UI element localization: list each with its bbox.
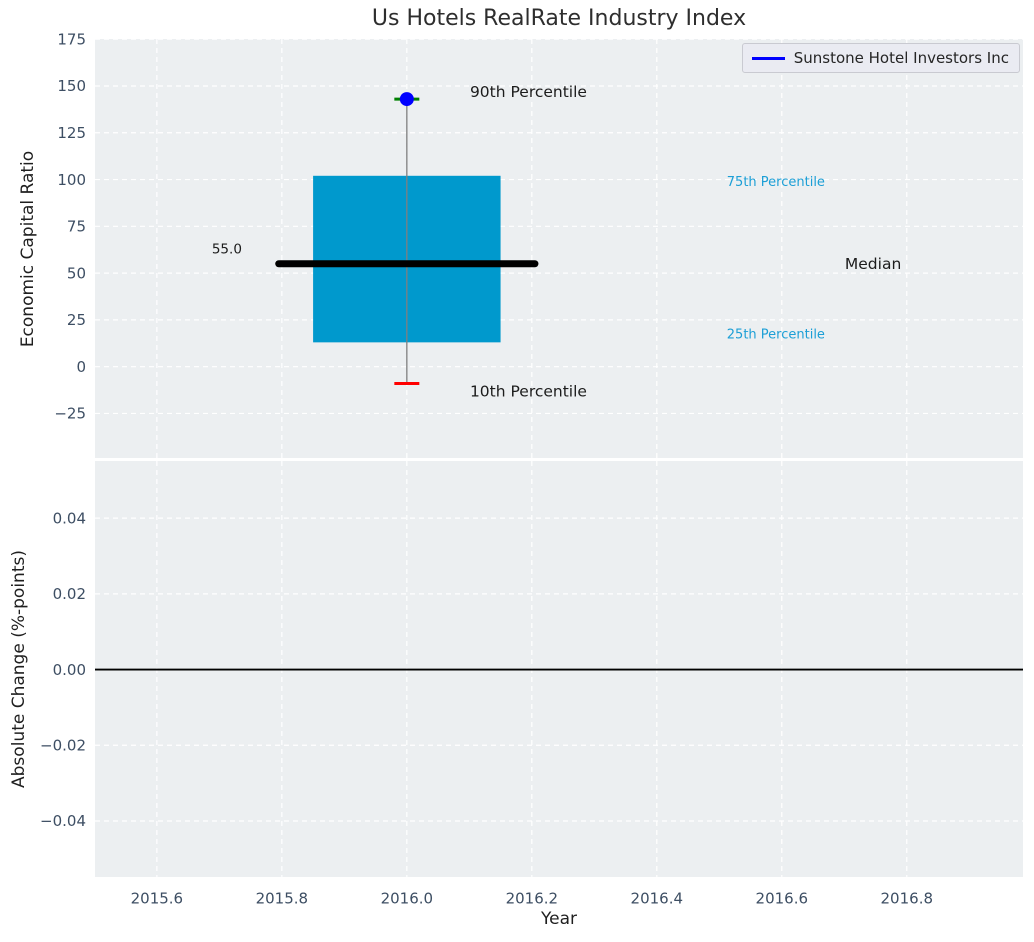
x-tick-label: 2015.6 — [131, 889, 184, 907]
y-tick-label: 0.04 — [53, 509, 86, 527]
company-marker — [399, 92, 414, 107]
legend-label: Sunstone Hotel Investors Inc — [793, 49, 1009, 67]
y-tick-label: 125 — [57, 124, 86, 142]
annotation-p75-label: 75th Percentile — [727, 175, 825, 190]
y-tick-label: 0 — [76, 358, 86, 376]
annotation-median-value-label: 55.0 — [212, 242, 242, 258]
annotation-p25-label: 25th Percentile — [727, 327, 825, 342]
x-axis-label: Year — [541, 909, 577, 929]
y-tick-label: −25 — [54, 405, 86, 423]
legend-line-swatch — [751, 56, 785, 60]
y-tick-label: 50 — [67, 264, 86, 282]
y-tick-label: 100 — [57, 171, 86, 189]
y-tick-label: −0.02 — [40, 737, 86, 755]
y-tick-label: 0.00 — [53, 661, 86, 679]
y-tick-label: 25 — [67, 311, 86, 329]
annotation-p90-label: 90th Percentile — [470, 83, 587, 101]
x-tick-label: 2016.8 — [881, 889, 934, 907]
x-tick-label: 2016.4 — [631, 889, 684, 907]
chart-title: Us Hotels RealRate Industry Index — [371, 6, 747, 31]
x-tick-label: 2015.8 — [256, 889, 309, 907]
x-tick-label: 2016.0 — [381, 889, 434, 907]
y-tick-label: 175 — [57, 30, 86, 48]
x-tick-label: 2016.2 — [506, 889, 559, 907]
economic-capital-ratio-panel — [95, 39, 1023, 458]
y-tick-label: −0.04 — [40, 812, 86, 830]
y-axis-label-top: Economic Capital Ratio — [18, 150, 38, 348]
annotation-p10-label: 10th Percentile — [470, 382, 587, 400]
y-tick-label: 0.02 — [53, 585, 86, 603]
y-axis-label-bottom: Absolute Change (%-points) — [9, 550, 29, 788]
legend: Sunstone Hotel Investors Inc — [741, 43, 1020, 73]
y-tick-label: 75 — [67, 218, 86, 236]
y-tick-label: 150 — [57, 77, 86, 95]
annotation-median-label: Median — [845, 255, 901, 273]
x-tick-label: 2016.6 — [756, 889, 809, 907]
